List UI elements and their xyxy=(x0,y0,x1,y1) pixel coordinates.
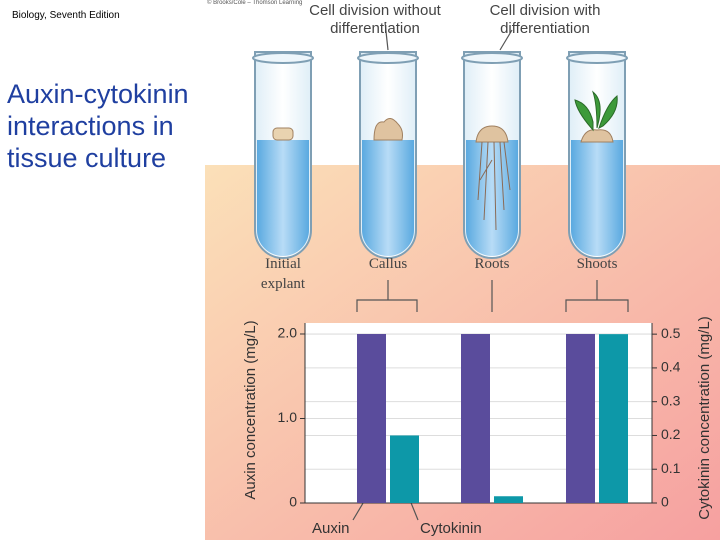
legend-label: Auxin xyxy=(312,520,350,537)
bar xyxy=(357,333,386,503)
plot: 0 1.0 2.0 0 0.1 0.2 0.3 0.4 0.5 xyxy=(278,323,681,510)
category-label: Roots xyxy=(474,256,510,272)
y-axis-label: Auxin concentration (mg/L) xyxy=(242,320,259,499)
edition: Biology, Seventh Edition xyxy=(12,10,120,21)
bar xyxy=(461,333,490,503)
y2-axis-label: Cytokinin concentration (mg/L) xyxy=(696,316,713,519)
y2-tick-label: 0.2 xyxy=(661,426,681,442)
bar xyxy=(390,435,419,503)
category-label: Shoots xyxy=(576,256,618,272)
test-tubes xyxy=(252,51,628,259)
y-tick-label: 1.0 xyxy=(278,409,298,425)
y-tick-label: 0 xyxy=(289,494,297,510)
y2-tick-label: 0.3 xyxy=(661,392,681,408)
bar xyxy=(566,333,595,503)
legend-label: Cytokinin xyxy=(420,520,482,537)
figure-header: Cell division with differentiation xyxy=(489,2,601,37)
figure-header: Cell division without differentiation xyxy=(309,2,441,37)
slide-title: Auxin-cytokinin interactions in tissue c… xyxy=(7,79,189,173)
y2-tick-label: 0.4 xyxy=(661,359,681,375)
y2-tick-label: 0.1 xyxy=(661,460,681,476)
category-label: Initial explant xyxy=(260,256,306,292)
bar xyxy=(494,496,523,503)
credit: © Brooks/Cole – Thomson Learning xyxy=(207,0,303,6)
y2-tick-label: 0 xyxy=(661,494,669,510)
bar xyxy=(599,334,628,503)
y2-tick-label: 0.5 xyxy=(661,325,681,341)
y-tick-label: 2.0 xyxy=(278,325,298,341)
category-label: Callus xyxy=(368,256,408,272)
